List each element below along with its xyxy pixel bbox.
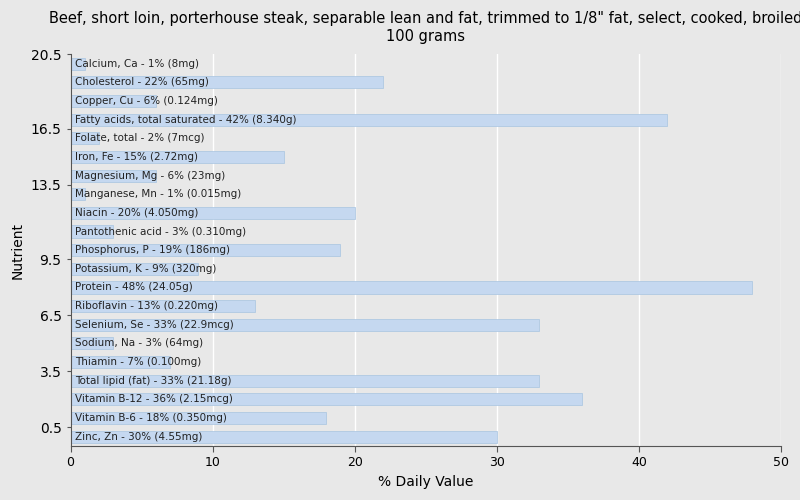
- Bar: [70, 262, 198, 275]
- Text: Folate, total - 2% (7mcg): Folate, total - 2% (7mcg): [75, 134, 204, 143]
- Bar: [70, 300, 255, 312]
- Text: Vitamin B-12 - 36% (2.15mcg): Vitamin B-12 - 36% (2.15mcg): [75, 394, 233, 404]
- Text: Pantothenic acid - 3% (0.310mg): Pantothenic acid - 3% (0.310mg): [75, 226, 246, 236]
- Text: Cholesterol - 22% (65mg): Cholesterol - 22% (65mg): [75, 78, 209, 88]
- Bar: [70, 244, 341, 256]
- Text: Copper, Cu - 6% (0.124mg): Copper, Cu - 6% (0.124mg): [75, 96, 218, 106]
- Bar: [70, 58, 85, 70]
- Bar: [70, 170, 156, 181]
- Text: Vitamin B-6 - 18% (0.350mg): Vitamin B-6 - 18% (0.350mg): [75, 413, 226, 423]
- Text: Selenium, Se - 33% (22.9mcg): Selenium, Se - 33% (22.9mcg): [75, 320, 234, 330]
- Bar: [70, 151, 284, 163]
- Bar: [70, 95, 156, 107]
- Text: Iron, Fe - 15% (2.72mg): Iron, Fe - 15% (2.72mg): [75, 152, 198, 162]
- Bar: [70, 412, 326, 424]
- Y-axis label: Nutrient: Nutrient: [11, 222, 25, 278]
- Bar: [70, 393, 582, 406]
- Bar: [70, 188, 85, 200]
- Text: Sodium, Na - 3% (64mg): Sodium, Na - 3% (64mg): [75, 338, 203, 348]
- Text: Thiamin - 7% (0.100mg): Thiamin - 7% (0.100mg): [75, 357, 201, 367]
- Text: Niacin - 20% (4.050mg): Niacin - 20% (4.050mg): [75, 208, 198, 218]
- Bar: [70, 430, 497, 442]
- Text: Magnesium, Mg - 6% (23mg): Magnesium, Mg - 6% (23mg): [75, 170, 225, 180]
- Text: Protein - 48% (24.05g): Protein - 48% (24.05g): [75, 282, 193, 292]
- Bar: [70, 132, 99, 144]
- Bar: [70, 114, 667, 126]
- Bar: [70, 226, 113, 237]
- X-axis label: % Daily Value: % Daily Value: [378, 475, 474, 489]
- Bar: [70, 356, 170, 368]
- Bar: [70, 207, 354, 219]
- Bar: [70, 318, 539, 331]
- Title: Beef, short loin, porterhouse steak, separable lean and fat, trimmed to 1/8" fat: Beef, short loin, porterhouse steak, sep…: [49, 11, 800, 44]
- Text: Fatty acids, total saturated - 42% (8.340g): Fatty acids, total saturated - 42% (8.34…: [75, 114, 296, 124]
- Text: Riboflavin - 13% (0.220mg): Riboflavin - 13% (0.220mg): [75, 301, 218, 311]
- Text: Zinc, Zn - 30% (4.55mg): Zinc, Zn - 30% (4.55mg): [75, 432, 202, 442]
- Text: Phosphorus, P - 19% (186mg): Phosphorus, P - 19% (186mg): [75, 245, 230, 255]
- Bar: [70, 76, 383, 88]
- Bar: [70, 374, 539, 386]
- Text: Total lipid (fat) - 33% (21.18g): Total lipid (fat) - 33% (21.18g): [75, 376, 231, 386]
- Bar: [70, 282, 753, 294]
- Text: Manganese, Mn - 1% (0.015mg): Manganese, Mn - 1% (0.015mg): [75, 189, 241, 199]
- Text: Potassium, K - 9% (320mg): Potassium, K - 9% (320mg): [75, 264, 216, 274]
- Bar: [70, 338, 113, 349]
- Text: Calcium, Ca - 1% (8mg): Calcium, Ca - 1% (8mg): [75, 58, 199, 68]
